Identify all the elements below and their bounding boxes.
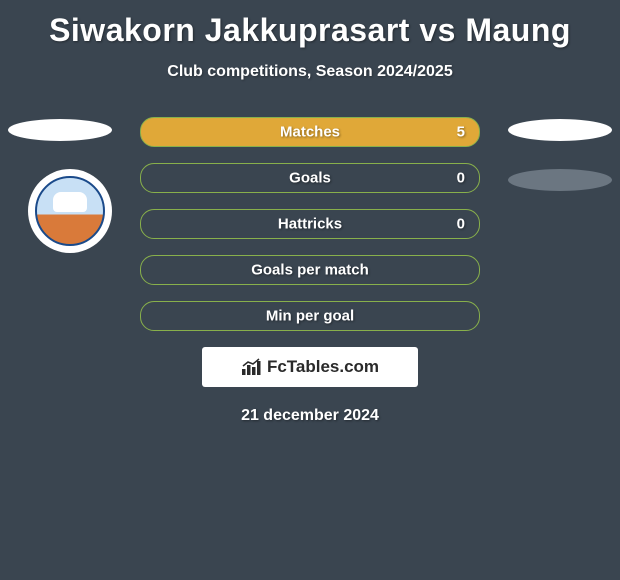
page-subtitle: Club competitions, Season 2024/2025 <box>0 63 620 81</box>
stats-area: Matches 5 Goals 0 Hattricks 0 Goals per match M… <box>0 117 620 425</box>
branding: FcTables.com <box>202 347 418 387</box>
date: 21 december 2024 <box>0 407 620 425</box>
stat-row: Min per goal <box>140 301 480 331</box>
stat-value: 0 <box>457 216 465 233</box>
stat-label: Goals <box>289 170 331 187</box>
chart-icon <box>241 358 263 376</box>
player2-marker <box>508 119 612 141</box>
player1-marker <box>8 119 112 141</box>
club-badge <box>28 169 112 253</box>
stat-label: Min per goal <box>266 308 354 325</box>
stat-row: Matches 5 <box>140 117 480 147</box>
stat-value: 5 <box>457 124 465 141</box>
stat-value: 0 <box>457 170 465 187</box>
stat-rows: Matches 5 Goals 0 Hattricks 0 Goals per match M… <box>140 117 480 331</box>
branding-text: FcTables.com <box>267 357 379 377</box>
stat-label: Matches <box>280 124 340 141</box>
stat-label: Goals per match <box>251 262 369 279</box>
stat-row: Hattricks 0 <box>140 209 480 239</box>
stat-row: Goals 0 <box>140 163 480 193</box>
stat-row: Goals per match <box>140 255 480 285</box>
player2-marker-secondary <box>508 169 612 191</box>
page-title: Siwakorn Jakkuprasart vs Maung <box>0 0 620 49</box>
club-badge-icon <box>35 176 105 246</box>
stat-label: Hattricks <box>278 216 342 233</box>
